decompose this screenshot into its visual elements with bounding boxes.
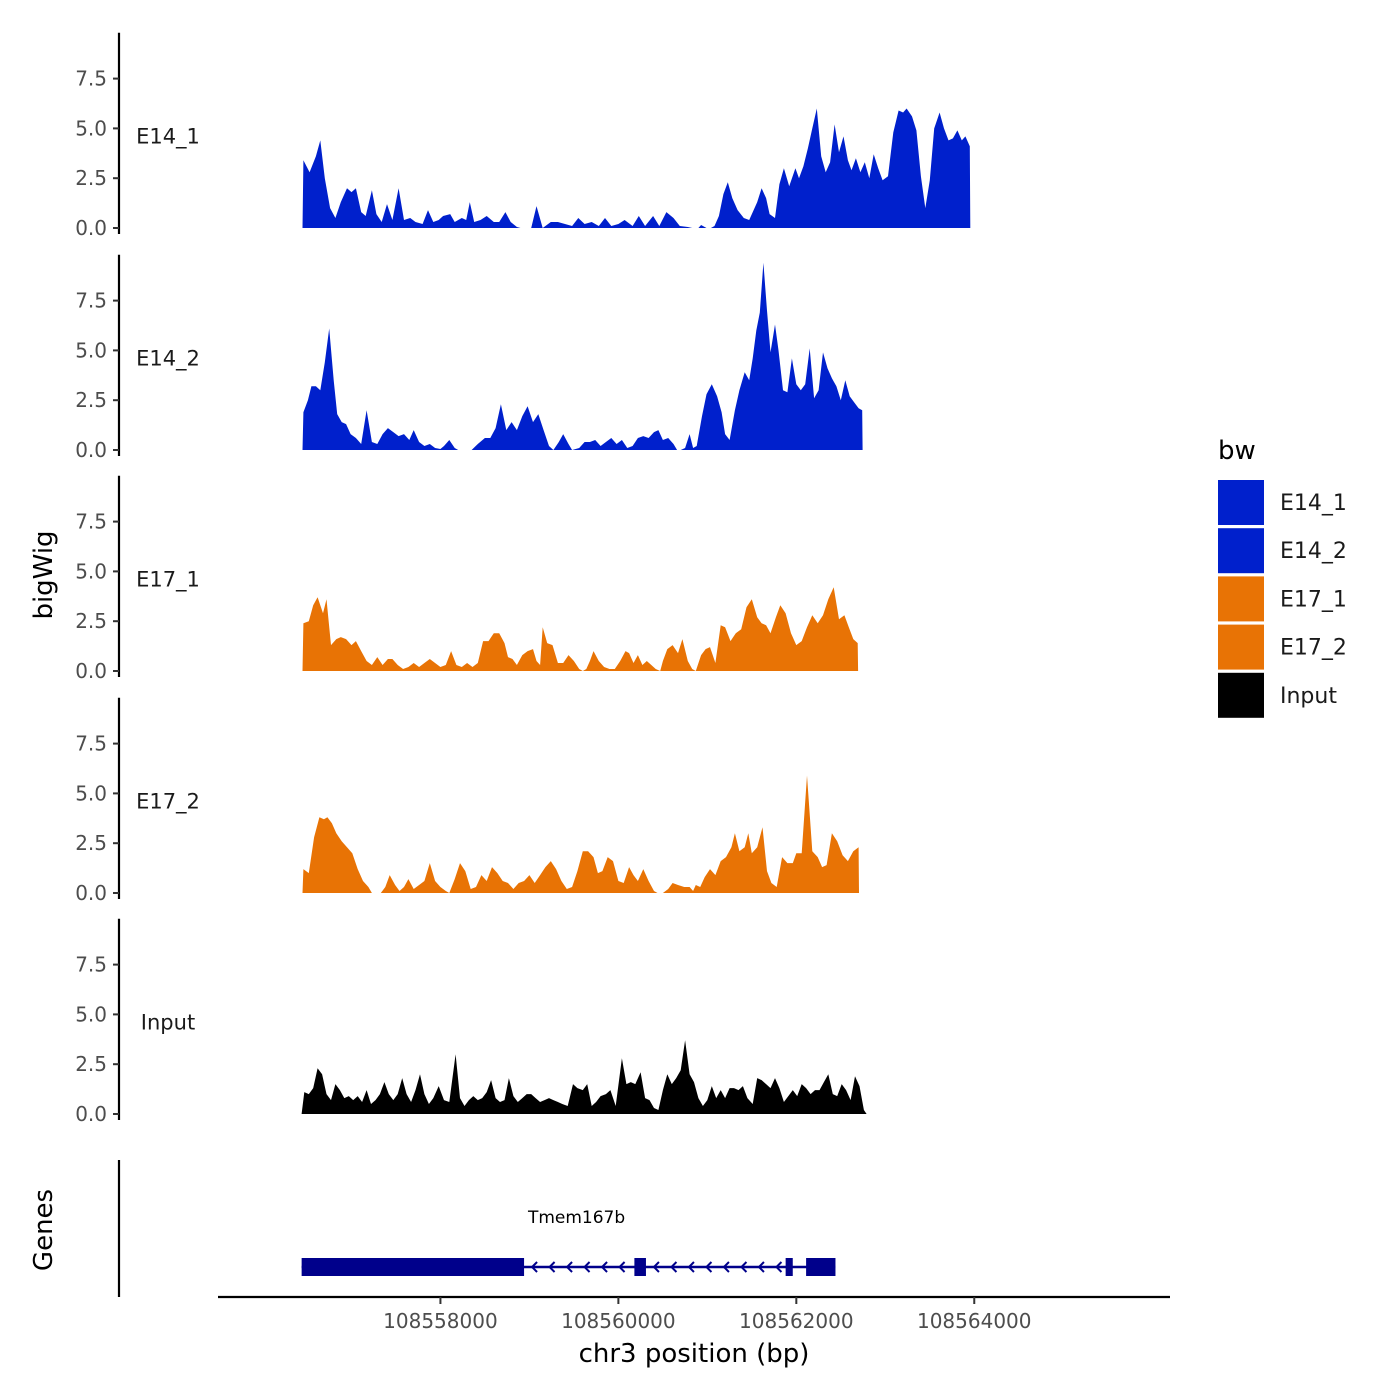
y-tick-label: 5.0 [75, 559, 107, 583]
legend-label: E14_1 [1280, 491, 1347, 516]
x-axis: 108558000 108560000 108562000 108564000 [218, 1295, 1170, 1333]
strand-arrow [775, 1261, 783, 1273]
legend-label: E17_1 [1280, 587, 1347, 612]
x-tick-label: 108560000 [561, 1309, 676, 1333]
legend-label: E17_2 [1280, 636, 1347, 661]
y-tick-label: 2.5 [75, 831, 107, 855]
signal-area-e14_2 [302, 262, 863, 450]
gene-exon [785, 1258, 793, 1276]
gene-label: Tmem167b [527, 1208, 625, 1228]
legend-item-e17_2: E17_2 [1218, 624, 1347, 670]
y-axis-title: bigWig [29, 530, 59, 619]
x-tick-label: 108558000 [383, 1309, 498, 1333]
y-tick-label: 0.0 [75, 438, 107, 462]
legend-label: E14_2 [1280, 539, 1347, 564]
legend-item-e14_2: E14_2 [1218, 528, 1347, 574]
track-label: E14_1 [136, 124, 200, 149]
strand-arrow [530, 1261, 538, 1273]
genes-axis-title: Genes [29, 1189, 59, 1271]
legend-swatch [1218, 528, 1264, 574]
gene-exon [634, 1258, 646, 1276]
strand-arrow [722, 1261, 730, 1273]
track-panel-input: 0.0 2.5 5.0 7.5 Input [75, 918, 867, 1126]
y-tick-label: 5.0 [75, 116, 107, 140]
legend-title: bw [1218, 436, 1256, 466]
track-panel-e17_2: 0.0 2.5 5.0 7.5 E17_2 [75, 697, 859, 905]
strand-arrow [652, 1261, 660, 1273]
strand-arrow [600, 1261, 608, 1273]
y-tick-label: 5.0 [75, 1002, 107, 1026]
strand-arrow [618, 1261, 626, 1273]
gene-exon [301, 1258, 525, 1276]
x-tick-label: 108564000 [917, 1309, 1032, 1333]
strand-arrow [687, 1261, 695, 1273]
y-tick-label: 0.0 [75, 1102, 107, 1126]
y-tick-label: 5.0 [75, 338, 107, 362]
y-tick-label: 7.5 [75, 732, 107, 756]
legend-item-e17_1: E17_1 [1218, 576, 1347, 622]
legend: bw E14_1 E14_2 E17_1 E17_2 Input [1218, 436, 1347, 718]
track-panels: 0.0 2.5 5.0 7.5 E14_1 0.0 2.5 5.0 7.5 E14_2 0.0 2.5… [75, 32, 971, 1126]
legend-swatch [1218, 576, 1264, 622]
track-label: E17_2 [136, 789, 200, 814]
signal-area-input [301, 1040, 867, 1114]
track-label: E14_2 [136, 346, 200, 371]
y-tick-label: 0.0 [75, 216, 107, 240]
x-tick-label: 108562000 [739, 1309, 854, 1333]
y-tick-label: 0.0 [75, 881, 107, 905]
y-tick-label: 7.5 [75, 289, 107, 313]
y-tick-label: 0.0 [75, 659, 107, 683]
legend-item-e14_1: E14_1 [1218, 480, 1347, 525]
strand-arrow [705, 1261, 713, 1273]
y-tick-label: 2.5 [75, 609, 107, 633]
track-label: E17_1 [136, 567, 200, 592]
legend-items: E14_1 E14_2 E17_1 E17_2 Input [1218, 480, 1347, 718]
track-panel-e14_1: 0.0 2.5 5.0 7.5 E14_1 [75, 32, 971, 240]
y-tick-label: 2.5 [75, 388, 107, 412]
track-panel-e17_1: 0.0 2.5 5.0 7.5 E17_1 [75, 475, 859, 683]
strand-arrow [583, 1261, 591, 1273]
legend-swatch [1218, 624, 1264, 670]
x-axis-title: chr3 position (bp) [579, 1339, 810, 1369]
signal-area-e17_1 [302, 587, 859, 671]
y-tick-label: 5.0 [75, 781, 107, 805]
signal-area-e14_1 [302, 108, 971, 228]
y-tick-label: 2.5 [75, 166, 107, 190]
strand-arrow [548, 1261, 556, 1273]
y-tick-label: 7.5 [75, 953, 107, 977]
legend-label: Input [1280, 684, 1337, 709]
legend-item-input: Input [1218, 672, 1337, 718]
strand-arrow [740, 1261, 748, 1273]
strand-arrow [757, 1261, 765, 1273]
legend-swatch [1218, 672, 1264, 718]
gene-exon [806, 1258, 836, 1276]
genes-panel: Tmem167b [117, 1160, 836, 1297]
track-label: Input [141, 1010, 195, 1034]
y-tick-label: 7.5 [75, 67, 107, 91]
strand-arrow [565, 1261, 573, 1273]
legend-swatch [1218, 480, 1264, 525]
strand-arrow [670, 1261, 678, 1273]
track-panel-e14_2: 0.0 2.5 5.0 7.5 E14_2 [75, 254, 863, 462]
signal-area-e17_2 [302, 775, 859, 893]
y-tick-label: 2.5 [75, 1052, 107, 1076]
y-tick-label: 7.5 [75, 510, 107, 534]
